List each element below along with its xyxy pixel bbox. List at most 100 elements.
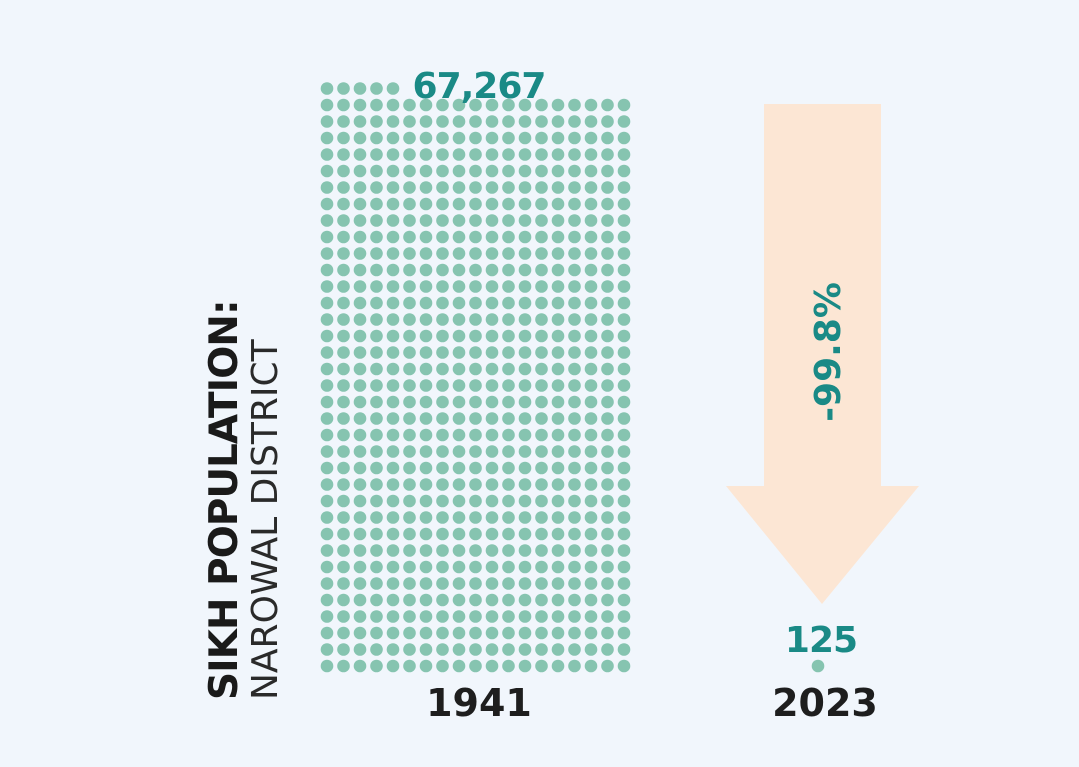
population-dot xyxy=(403,230,416,244)
population-dot xyxy=(469,643,482,656)
population-dot xyxy=(386,511,400,524)
population-dot xyxy=(436,197,449,211)
population-dot xyxy=(353,115,367,128)
population-dot xyxy=(551,329,565,343)
population-dot xyxy=(568,115,581,128)
population-dot xyxy=(452,494,466,508)
population-dot xyxy=(568,296,581,310)
population-dot xyxy=(469,313,482,326)
population-dot xyxy=(353,230,367,244)
population-dot xyxy=(469,428,482,442)
population-dot xyxy=(320,263,334,277)
population-dot xyxy=(353,82,367,95)
population-dot xyxy=(485,313,499,326)
population-dot xyxy=(502,478,515,491)
population-dot xyxy=(568,610,581,623)
population-dot xyxy=(518,494,532,508)
population-dot xyxy=(551,577,565,590)
population-dot xyxy=(452,181,466,194)
population-dot xyxy=(452,379,466,392)
population-dot xyxy=(617,560,631,574)
population-dot xyxy=(337,560,350,574)
population-dot xyxy=(551,280,565,293)
population-dot xyxy=(535,659,548,673)
population-dot xyxy=(502,560,515,574)
population-dot xyxy=(386,610,400,623)
population-dot xyxy=(502,346,515,359)
population-dot xyxy=(452,197,466,211)
population-dot xyxy=(535,395,548,409)
population-dot xyxy=(419,164,433,178)
population-dot xyxy=(337,296,350,310)
population-dot xyxy=(617,577,631,590)
population-dot xyxy=(551,511,565,524)
population-dot xyxy=(452,230,466,244)
population-dot xyxy=(403,560,416,574)
population-dot xyxy=(370,181,383,194)
population-dot xyxy=(601,115,614,128)
population-dot xyxy=(617,346,631,359)
population-dot xyxy=(601,247,614,260)
year-label-1941: 1941 xyxy=(426,681,532,725)
population-dot xyxy=(551,527,565,541)
population-dot xyxy=(452,643,466,656)
population-dot xyxy=(452,626,466,640)
population-dot xyxy=(568,643,581,656)
population-dot xyxy=(518,412,532,425)
population-dot xyxy=(601,577,614,590)
population-dot xyxy=(419,115,433,128)
population-dot xyxy=(403,346,416,359)
population-dot xyxy=(485,659,499,673)
population-dot xyxy=(535,115,548,128)
population-dot xyxy=(403,593,416,607)
population-dot xyxy=(370,626,383,640)
population-dot xyxy=(386,296,400,310)
population-dot xyxy=(568,346,581,359)
dot-grid-1941 xyxy=(320,82,631,673)
population-dot xyxy=(568,478,581,491)
population-dot xyxy=(518,659,532,673)
population-dot xyxy=(469,181,482,194)
population-dot xyxy=(419,379,433,392)
population-dot xyxy=(551,412,565,425)
population-dot xyxy=(502,412,515,425)
population-dot xyxy=(403,412,416,425)
dot-grid-2023 xyxy=(811,659,825,673)
population-dot xyxy=(320,478,334,491)
population-dot xyxy=(452,214,466,227)
population-dot xyxy=(452,445,466,458)
population-dot xyxy=(403,131,416,145)
population-dot xyxy=(353,197,367,211)
population-dot xyxy=(353,626,367,640)
population-dot xyxy=(419,610,433,623)
population-dot xyxy=(320,131,334,145)
population-dot xyxy=(353,280,367,293)
population-dot xyxy=(370,494,383,508)
population-dot xyxy=(518,560,532,574)
population-dot xyxy=(617,610,631,623)
population-dot xyxy=(518,362,532,376)
population-dot xyxy=(353,164,367,178)
population-dot xyxy=(403,511,416,524)
population-dot xyxy=(551,560,565,574)
population-dot xyxy=(353,296,367,310)
population-dot xyxy=(568,379,581,392)
population-dot xyxy=(485,478,499,491)
population-dot xyxy=(485,263,499,277)
population-dot xyxy=(601,313,614,326)
population-dot xyxy=(469,362,482,376)
population-dot xyxy=(386,181,400,194)
population-dot xyxy=(337,247,350,260)
population-dot xyxy=(617,148,631,161)
population-dot xyxy=(436,461,449,475)
population-dot xyxy=(518,214,532,227)
population-dot xyxy=(403,544,416,557)
population-dot xyxy=(436,214,449,227)
population-dot xyxy=(419,181,433,194)
population-dot xyxy=(386,379,400,392)
population-dot xyxy=(337,362,350,376)
population-dot xyxy=(337,98,350,112)
population-dot xyxy=(370,395,383,409)
population-dot xyxy=(370,296,383,310)
